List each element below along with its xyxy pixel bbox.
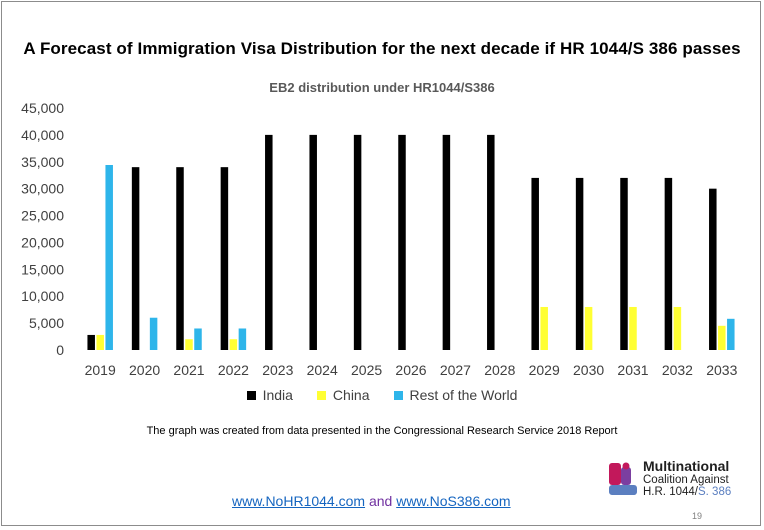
legend-item-rest-of-world: Rest of the World	[393, 387, 518, 403]
x-tick-label: 2033	[706, 362, 737, 378]
bars	[87, 134, 735, 350]
x-tick-label: 2032	[662, 362, 693, 378]
bar-india-2025	[353, 134, 362, 350]
bar-india-2024	[309, 134, 317, 350]
bar-india-2031	[620, 177, 628, 350]
bar-india-2033	[709, 188, 717, 350]
legend-swatch-rest-of-world	[393, 390, 403, 400]
legend-item-india: India	[246, 387, 293, 403]
y-tick-label: 25,000	[21, 208, 64, 224]
y-tick-label: 15,000	[21, 261, 64, 277]
logo-line-1: Multinational	[643, 458, 730, 474]
bar-india-2029	[531, 177, 539, 350]
legend-swatch-china	[316, 390, 326, 400]
x-tick-label: 2028	[484, 362, 515, 378]
chart-title: EB2 distribution under HR1044/S386	[269, 80, 495, 95]
x-tick-label: 2030	[573, 362, 604, 378]
legend-item-china: China	[316, 387, 370, 403]
coalition-logo-icon	[609, 462, 637, 495]
y-tick-label: 45,000	[21, 100, 64, 116]
bar-india-2026	[398, 134, 406, 350]
x-axis-ticks: 2019 2020 2021 2022 2023 2024 2025 2026 2027 2028…	[85, 362, 738, 378]
logo-line-2: Coalition Against	[643, 473, 729, 486]
footer-links: www.NoHR1044.com and www.NoS386.com	[232, 493, 511, 509]
bar-india-2019	[87, 334, 95, 350]
nohr1044-link[interactable]: www.NoHR1044.com	[232, 493, 366, 509]
bar-india-2028	[487, 134, 495, 350]
x-tick-label: 2027	[440, 362, 471, 378]
slide-title: A Forecast of Immigration Visa Distribut…	[23, 39, 741, 58]
y-axis-ticks: 0 5,000 10,000 15,000 20,000 25,000 30,000 35,0…	[21, 100, 64, 358]
legend-label-india: India	[262, 387, 293, 403]
x-tick-label: 2022	[218, 362, 249, 378]
logo-line-3-hr: H.R. 1044/	[643, 485, 698, 498]
bar-rest-of-the-world-2022	[238, 328, 247, 350]
x-tick-label: 2020	[129, 362, 160, 378]
y-tick-label: 10,000	[21, 288, 64, 304]
bar-china-2022	[229, 339, 238, 350]
x-tick-label: 2019	[85, 362, 116, 378]
legend-label-rest-of-world: Rest of the World	[409, 387, 518, 403]
page-number: 19	[692, 511, 703, 521]
y-tick-label: 35,000	[21, 154, 64, 170]
bar-india-2032	[664, 177, 673, 350]
bar-rest-of-the-world-2033	[727, 318, 735, 350]
legend-swatch-india	[246, 390, 256, 400]
y-tick-label: 40,000	[21, 127, 64, 143]
bar-india-2020	[131, 167, 140, 350]
x-tick-label: 2025	[351, 362, 382, 378]
bar-china-2019	[96, 334, 104, 350]
y-tick-label: 0	[56, 342, 64, 358]
y-tick-label: 5,000	[29, 315, 64, 331]
coalition-logo-text: Multinational Coalition Against H.R. 104…	[643, 459, 731, 498]
y-tick-label: 30,000	[21, 181, 64, 197]
bar-india-2022	[220, 167, 229, 350]
bar-india-2030	[575, 177, 584, 350]
logo-line-3: H.R. 1044/S. 386	[643, 486, 731, 498]
bar-china-2032	[673, 306, 682, 350]
bar-india-2027	[442, 134, 451, 350]
bar-china-2030	[584, 306, 593, 350]
bar-rest-of-the-world-2019	[105, 165, 113, 350]
x-tick-label: 2031	[617, 362, 648, 378]
bar-china-2029	[540, 306, 548, 350]
bar-china-2033	[718, 325, 726, 350]
coalition-logo: Multinational Coalition Against H.R. 104…	[607, 459, 757, 501]
bar-rest-of-the-world-2020	[149, 317, 158, 350]
legend: India China Rest of the World	[2, 387, 762, 403]
bar-rest-of-the-world-2021	[194, 328, 202, 350]
bar-chart: 0 5,000 10,000 15,000 20,000 25,000 30,000 35,0…	[21, 100, 738, 378]
legend-label-china: China	[332, 387, 370, 403]
bar-india-2021	[176, 167, 184, 350]
x-tick-label: 2024	[307, 362, 338, 378]
x-tick-label: 2029	[529, 362, 560, 378]
source-note: The graph was created from data presente…	[146, 425, 618, 437]
bar-india-2023	[265, 134, 273, 350]
nos386-link[interactable]: www.NoS386.com	[396, 493, 511, 509]
links-and-text: and	[368, 493, 393, 509]
x-tick-label: 2023	[262, 362, 293, 378]
y-tick-label: 20,000	[21, 234, 64, 250]
bar-china-2021	[185, 339, 193, 350]
x-tick-label: 2026	[395, 362, 426, 378]
x-tick-label: 2021	[173, 362, 204, 378]
logo-line-3-s: S. 386	[697, 485, 732, 498]
bar-china-2031	[629, 306, 637, 350]
